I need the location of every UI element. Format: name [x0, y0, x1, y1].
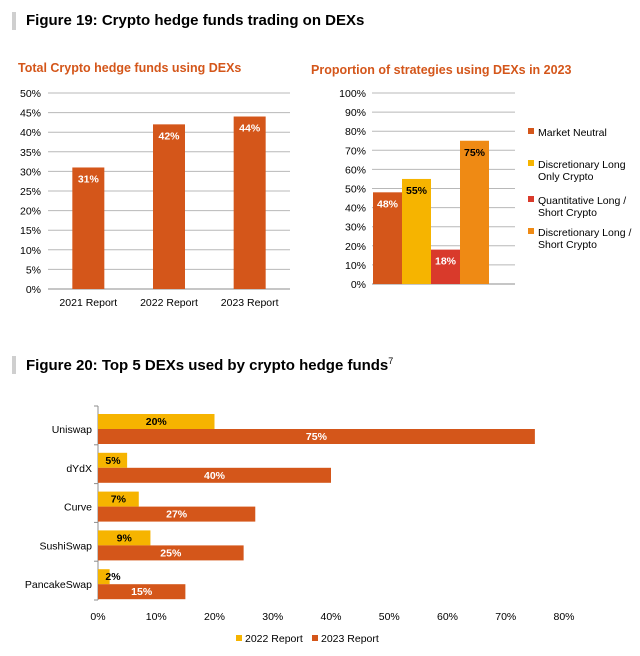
chart2-y-tick-label: 90% [345, 107, 366, 119]
chart2-legend-label: Short Crypto [538, 207, 597, 219]
figure-19-title: Figure 19: Crypto hedge funds trading on… [12, 12, 365, 30]
chart3-bar [98, 530, 151, 546]
chart2-legend-swatch [528, 196, 534, 202]
chart1-y-tick-label: 15% [20, 225, 41, 237]
chart2-y-tick-label: 10% [345, 260, 366, 272]
chart3-bar [98, 584, 186, 600]
chart3-bar [98, 467, 331, 483]
chart2-svg: 0% 10% 20% 30% 40% 50% 60% 70% 80% 90% 100% 48% 55% 1… [339, 88, 631, 291]
chart2-data-label: 18% [435, 256, 457, 268]
chart2-bar [460, 140, 489, 284]
chart2-y-tick-label: 80% [345, 126, 366, 138]
chart1-y-tick-label: 40% [20, 127, 41, 139]
chart1-svg: 0% 5% 10% 15% 20% 25% 30% 35% 40% 45% 50% 31% 2021 R… [20, 88, 290, 309]
chart3-category-label: Curve [64, 502, 92, 514]
chart3-x-tick-label: 0% [90, 611, 105, 623]
chart1-data-label: 31% [78, 173, 100, 185]
chart2-bar [373, 192, 402, 284]
chart3-x-tick-label: 10% [146, 611, 167, 623]
chart2-y-tick-label: 50% [345, 184, 366, 196]
chart2-y-tick-label: 100% [339, 88, 366, 100]
figure-20-title: Figure 20: Top 5 DEXs used by crypto hed… [12, 356, 393, 374]
chart3-x-tick-label: 80% [553, 611, 574, 623]
chart1-data-label: 42% [158, 130, 180, 142]
chart3-bar [98, 569, 110, 585]
chart2-legend-label: Discretionary Long / [538, 227, 631, 239]
chart2-y-tick-label: 60% [345, 164, 366, 176]
chart1-y-tick-label: 30% [20, 166, 41, 178]
chart1-y-tick-label: 5% [26, 264, 41, 276]
chart3-data-label: 25% [160, 547, 182, 559]
chart3-legend-label: 2023 Report [321, 633, 379, 645]
chart2-y-tick-label: 40% [345, 203, 366, 215]
figure-20-title-text: Figure 20: Top 5 DEXs used by crypto hed… [26, 357, 389, 374]
chart2-data-label: 55% [406, 185, 428, 197]
chart1-bar [233, 116, 266, 289]
chart3-data-label: 40% [204, 470, 226, 482]
chart3-x-tick-label: 70% [495, 611, 516, 623]
chart3-category-label: dYdX [66, 463, 92, 475]
chart3-category-label: PancakeSwap [25, 579, 92, 591]
chart3-legend-swatch [236, 635, 242, 641]
chart2-legend-label: Discretionary Long [538, 159, 626, 171]
chart1-y-tick-label: 10% [20, 245, 41, 257]
chart1-y-tick-label: 45% [20, 108, 41, 120]
chart2-y-tick-label: 0% [351, 279, 366, 291]
chart3-bar [98, 452, 128, 468]
chart1-x-tick-label: 2021 Report [59, 297, 117, 309]
chart3-x-tick-label: 30% [262, 611, 283, 623]
chart1-y-tick-label: 0% [26, 284, 41, 296]
chart2-data-label: 75% [464, 147, 486, 159]
chart3-category-label: Uniswap [52, 424, 92, 436]
chart3-data-label: 9% [117, 532, 133, 544]
chart3-data-label: 2% [105, 571, 121, 583]
chart2-legend-swatch [528, 128, 534, 134]
chart3-bar [98, 414, 215, 429]
chart3-data-label: 27% [166, 509, 188, 521]
chart3-x-tick-label: 20% [204, 611, 225, 623]
figure-19-title-text: Figure 19: Crypto hedge funds trading on… [26, 12, 365, 29]
chart2-title: Proportion of strategies using DEXs in 2… [311, 63, 572, 77]
chart2-bar [431, 249, 460, 284]
chart1-x-tick-label: 2022 Report [140, 297, 198, 309]
chart3-x-tick-label: 40% [320, 611, 341, 623]
chart3-bar [98, 491, 139, 507]
chart2-y-tick-label: 30% [345, 222, 366, 234]
chart3-bar [98, 506, 256, 522]
chart3-x-tick-label: 60% [437, 611, 458, 623]
chart2-legend-swatch [528, 228, 534, 234]
chart2-data-label: 48% [377, 198, 399, 210]
chart1-y-tick-label: 35% [20, 147, 41, 159]
chart3-x-tick-label: 50% [379, 611, 400, 623]
chart1-y-tick-label: 20% [20, 206, 41, 218]
chart3-bar [98, 429, 535, 444]
chart1-y-tick-label: 50% [20, 88, 41, 100]
chart2-legend-label: Short Crypto [538, 239, 597, 251]
chart1-x-tick-label: 2023 Report [221, 297, 279, 309]
chart2-y-tick-label: 70% [345, 145, 366, 157]
chart1-y-tick-label: 25% [20, 186, 41, 198]
chart3-legend-swatch [312, 635, 318, 641]
chart2-bar [402, 178, 431, 284]
chart2-legend-swatch [528, 160, 534, 166]
chart3-data-label: 15% [131, 586, 153, 598]
chart3-bar [98, 545, 244, 561]
chart3-legend-label: 2022 Report [245, 633, 303, 645]
chart3-data-label: 20% [146, 416, 168, 428]
chart2-legend-label: Only Crypto [538, 171, 594, 183]
chart3-data-label: 7% [111, 494, 127, 506]
chart2-legend-label: Quantitative Long / [538, 195, 626, 207]
chart2-legend-label: Market Neutral [538, 127, 607, 139]
chart3-data-label: 5% [105, 455, 121, 467]
chart3-category-label: SushiSwap [39, 540, 92, 552]
figure-20-footnote: 7 [388, 356, 394, 366]
chart1-bar [153, 124, 185, 289]
chart3-data-label: 75% [306, 431, 328, 443]
chart1-data-label: 44% [239, 123, 261, 135]
chart1-bar [72, 167, 105, 289]
chart1-title: Total Crypto hedge funds using DEXs [18, 61, 242, 75]
chart2-y-tick-label: 20% [345, 241, 366, 253]
chart3-svg: 0% 10% 20% 30% 40% 50% 60% 70% 80% Uniswap 20% 75% d… [25, 405, 575, 645]
